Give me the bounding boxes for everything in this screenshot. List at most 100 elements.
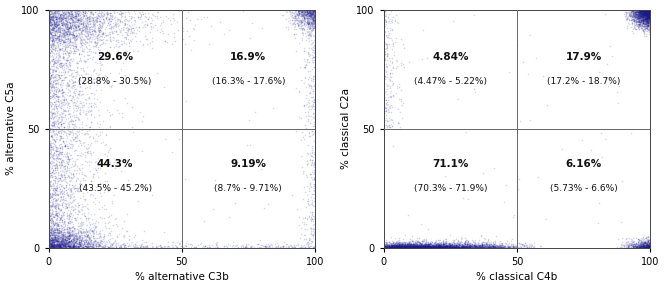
Point <box>210 243 221 248</box>
Point <box>461 245 471 249</box>
Point <box>51 245 62 249</box>
Point <box>67 33 78 37</box>
Point <box>448 245 459 249</box>
Point <box>637 244 648 248</box>
Point <box>436 242 446 247</box>
Point <box>51 207 61 211</box>
Point <box>53 87 64 92</box>
Point <box>428 245 439 250</box>
Point <box>432 240 443 245</box>
Point <box>445 244 456 249</box>
Point <box>220 245 231 250</box>
Point <box>386 244 397 249</box>
Point <box>295 19 306 23</box>
Point <box>408 241 418 246</box>
Y-axis label: % classical C2a: % classical C2a <box>341 88 351 169</box>
Point <box>96 237 106 242</box>
Point <box>55 192 65 196</box>
Point <box>385 244 396 249</box>
Point <box>451 243 462 247</box>
Point <box>47 240 57 245</box>
Point <box>418 244 428 249</box>
Point <box>394 245 404 249</box>
Point <box>639 10 650 15</box>
Point <box>53 125 63 130</box>
Point <box>297 9 308 13</box>
Point <box>57 20 67 25</box>
Point <box>407 242 418 247</box>
Point <box>644 19 655 23</box>
Point <box>52 221 63 226</box>
Point <box>426 240 437 245</box>
Point <box>54 242 65 247</box>
Point <box>460 240 471 245</box>
Point <box>291 48 301 53</box>
Point <box>66 239 76 243</box>
Point <box>68 19 79 23</box>
Point <box>413 243 424 247</box>
Point <box>444 242 455 247</box>
Point <box>52 166 63 170</box>
Point <box>305 11 316 15</box>
Point <box>80 197 90 202</box>
Point <box>303 20 313 25</box>
Point <box>635 242 646 247</box>
Point <box>306 13 317 17</box>
Point <box>404 244 414 249</box>
Point <box>71 69 82 74</box>
Point <box>57 34 68 39</box>
Point <box>68 95 78 99</box>
Point <box>86 15 97 20</box>
Point <box>412 239 422 243</box>
Point <box>452 97 463 101</box>
Point <box>459 245 469 250</box>
Point <box>88 223 99 228</box>
Point <box>402 243 412 247</box>
Point <box>72 130 83 134</box>
Point <box>309 242 320 247</box>
Point <box>640 14 651 19</box>
Point <box>49 240 59 245</box>
Point <box>49 185 60 190</box>
Point <box>307 60 318 64</box>
Point <box>44 236 55 240</box>
Point <box>381 245 392 250</box>
Point <box>66 243 76 248</box>
Point <box>146 245 157 249</box>
Point <box>643 18 654 22</box>
Point <box>409 244 420 249</box>
Point <box>57 86 67 91</box>
Point <box>396 245 407 250</box>
Point <box>49 236 59 241</box>
Point <box>56 18 66 22</box>
Point <box>628 11 638 16</box>
Point <box>55 60 66 65</box>
Point <box>484 243 495 248</box>
Point <box>309 64 319 69</box>
Point <box>55 15 65 20</box>
Point <box>94 234 105 238</box>
Point <box>460 244 470 249</box>
Point <box>432 245 442 250</box>
Point <box>49 75 59 79</box>
Point <box>395 245 406 250</box>
Point <box>456 245 467 250</box>
Point <box>73 240 84 245</box>
Point <box>63 16 73 20</box>
Point <box>59 217 70 221</box>
Point <box>398 245 408 250</box>
Point <box>82 147 92 152</box>
Point <box>641 10 652 14</box>
Point <box>459 243 469 248</box>
Point <box>645 8 656 12</box>
Point <box>426 245 437 249</box>
Point <box>307 20 317 24</box>
Point <box>628 27 638 31</box>
Point <box>628 11 639 15</box>
Point <box>307 158 317 163</box>
Point <box>483 243 494 248</box>
Point <box>50 165 61 170</box>
Point <box>63 31 74 35</box>
Point <box>435 245 446 249</box>
Point <box>71 242 82 247</box>
